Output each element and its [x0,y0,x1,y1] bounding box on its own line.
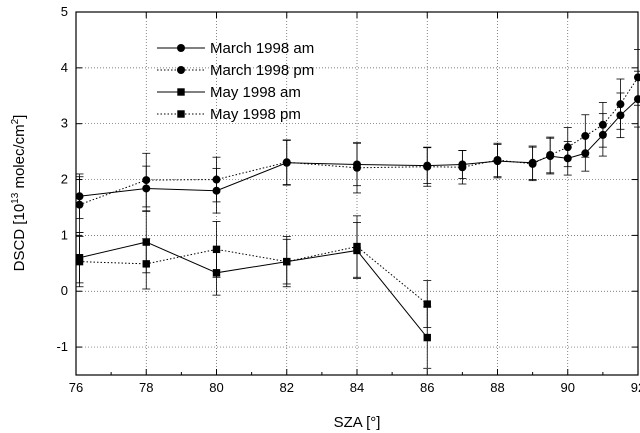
series-line [79,77,639,206]
data-point [353,242,361,251]
series-1 [75,49,640,233]
data-point [142,176,151,185]
data-point [581,131,590,140]
x-tick-label: 80 [209,380,223,395]
x-tick-label: 76 [69,380,83,395]
x-tick-label: 86 [420,380,434,395]
axis-ticks: 76 78 80 82 84 86 88 90 92 -1 0 1 2 3 4 5 [56,4,640,395]
legend-marker [177,88,185,96]
data-point [75,257,84,266]
y-tick-label: -1 [56,339,68,354]
x-tick-label: 82 [280,380,294,395]
series-0 [75,70,640,220]
x-axis-title: SZA [°] [334,414,381,431]
x-tick-label: 78 [139,380,153,395]
legend-marker [177,44,185,52]
data-point [212,245,221,254]
series-layer [75,49,640,369]
y-tick-label: 3 [61,116,68,131]
series-3 [75,215,432,328]
data-point [282,158,291,167]
legend: March 1998 am March 1998 pm May 1998 am May… [157,40,314,123]
legend-marker [177,110,185,118]
y-tick-label: 2 [61,172,68,187]
legend-label: May 1998 pm [210,106,301,123]
y-axis-title-prefix: DSCD [10 [11,204,28,272]
y-axis-title-mid: molec/cm [11,124,28,192]
series-2 [75,210,432,369]
data-point [563,143,572,152]
legend-label: March 1998 am [210,40,314,57]
data-point [598,120,607,129]
y-axis-title-exp-13: 13 [10,192,21,204]
y-axis-title-exp-2: 2 [10,118,21,124]
legend-label: May 1998 am [210,84,301,101]
data-point [423,162,432,171]
data-point [616,100,625,109]
series-line [79,246,428,305]
y-tick-label: 1 [61,227,68,242]
x-tick-label: 92 [631,380,640,395]
data-point [142,260,150,268]
data-point [546,150,555,159]
data-point [634,95,640,104]
data-point [212,175,221,184]
data-point [458,163,467,172]
y-axis-title: DSCD [1013 molec/cm2] [10,115,28,272]
data-point [283,257,291,266]
y-axis-title-suffix: ] [11,115,28,119]
legend-marker [177,66,185,74]
x-tick-label: 84 [350,380,364,395]
data-point [423,300,431,308]
grid [75,11,639,375]
y-tick-label: 4 [61,60,68,75]
data-point [75,200,84,209]
data-point [528,159,537,168]
series-line [79,241,428,338]
y-tick-label: 0 [61,283,68,298]
data-point [423,333,431,342]
series-line [79,98,639,197]
x-tick-label: 88 [490,380,504,395]
y-tick-label: 5 [61,4,68,19]
legend-label: March 1998 pm [210,62,314,79]
data-point [493,155,502,164]
data-point [634,73,640,82]
x-tick-label: 90 [561,380,575,395]
data-point [353,163,361,172]
